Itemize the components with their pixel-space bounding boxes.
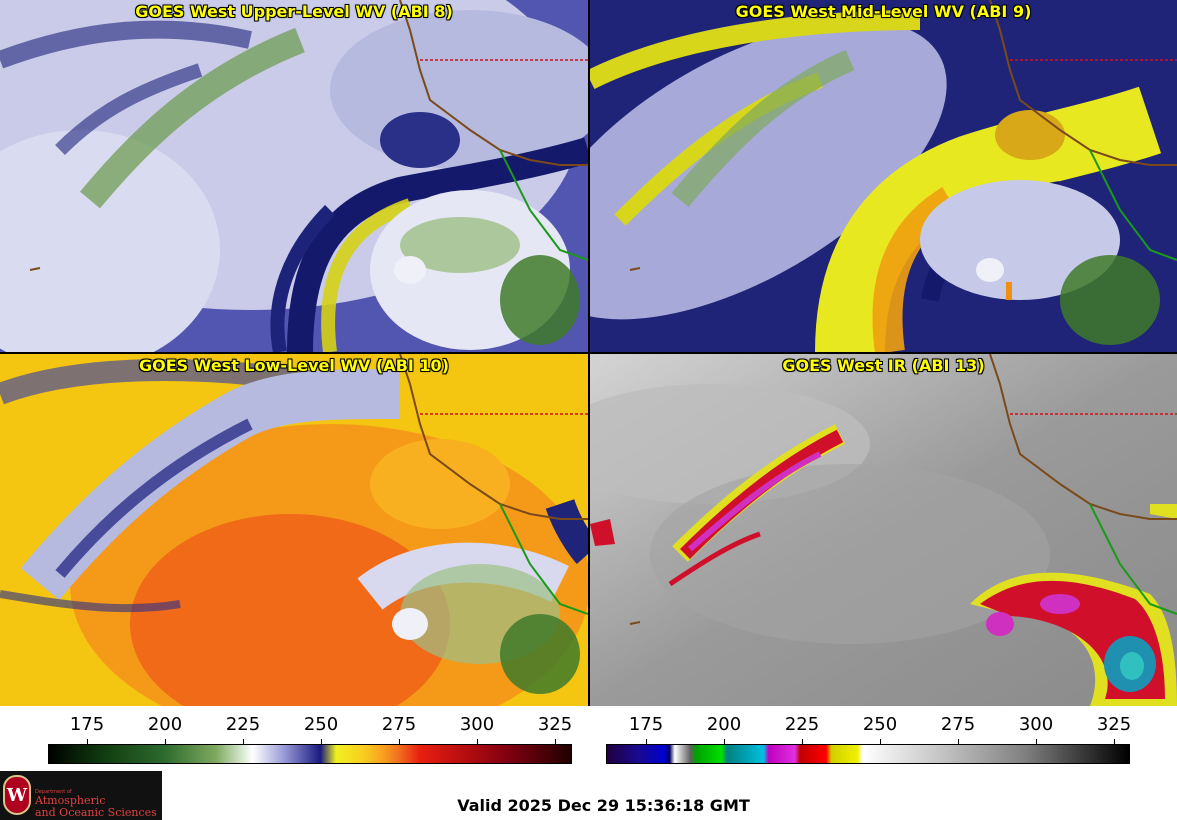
mid-level-wv-title: GOES West Mid-Level WV (ABI 9): [735, 2, 1032, 21]
wv-tick-label: 200: [147, 714, 183, 735]
logo-department: Department of: [35, 789, 72, 795]
wv-colorbar: [48, 744, 572, 764]
wv-tick-mark: [243, 739, 244, 745]
ir-tick-mark: [802, 739, 803, 745]
ir-title: GOES West IR (ABI 13): [782, 356, 985, 375]
low-level-wv-panel: GOES West Low-Level WV (ABI 10): [0, 354, 588, 706]
ir-tick-mark: [880, 739, 881, 745]
mid-level-wv-image: [590, 0, 1177, 352]
wv-tick-label: 300: [459, 714, 495, 735]
ir-tick-label: 300: [1018, 714, 1054, 735]
wv-tick-label: 175: [69, 714, 105, 735]
upper-level-wv-panel: GOES West Upper-Level WV (ABI 8): [0, 0, 588, 352]
ir-tick-label: 200: [706, 714, 742, 735]
ir-tick-mark: [1036, 739, 1037, 745]
ir-tick-label: 175: [628, 714, 664, 735]
panel-divider-horizontal: [0, 352, 1177, 354]
ir-tick-label: 250: [862, 714, 898, 735]
wv-tick-mark: [165, 739, 166, 745]
wv-tick-mark: [555, 739, 556, 745]
ir-tick-mark: [1114, 739, 1115, 745]
ir-tick-mark: [646, 739, 647, 745]
logo-line1: Atmospheric: [35, 794, 106, 807]
ir-tick-label: 275: [940, 714, 976, 735]
low-level-wv-image: [0, 354, 588, 706]
ir-tick-label: 225: [784, 714, 820, 735]
ir-colorbar-tick-labels: 175 200 225 250 275 300 325: [606, 714, 1132, 738]
wv-tick-label: 325: [537, 714, 573, 735]
valid-time: Valid 2025 Dec 29 15:36:18 GMT: [457, 796, 750, 815]
upper-level-wv-title: GOES West Upper-Level WV (ABI 8): [135, 2, 453, 21]
uw-seal-icon: W: [3, 775, 31, 815]
ir-panel: GOES West IR (ABI 13): [590, 354, 1177, 706]
ir-tick-label: 325: [1096, 714, 1132, 735]
wv-colorbar-tick-labels: 175 200 225 250 275 300 325: [48, 714, 572, 738]
wv-tick-label: 225: [225, 714, 261, 735]
wv-tick-mark: [399, 739, 400, 745]
wv-colorbar-ticks: [48, 739, 572, 755]
ir-colorbar-ticks: [606, 739, 1130, 755]
wv-tick-mark: [321, 739, 322, 745]
wv-tick-mark: [87, 739, 88, 745]
wv-tick-label: 250: [303, 714, 339, 735]
ir-tick-mark: [958, 739, 959, 745]
ir-tick-mark: [724, 739, 725, 745]
upper-level-wv-image: [0, 0, 588, 352]
wv-tick-mark: [477, 739, 478, 745]
logo-line2: and Oceanic Sciences: [35, 806, 157, 819]
mid-level-wv-panel: GOES West Mid-Level WV (ABI 9): [590, 0, 1177, 352]
wv-tick-label: 275: [381, 714, 417, 735]
ir-image: [590, 354, 1177, 706]
ir-colorbar: [606, 744, 1130, 764]
low-level-wv-title: GOES West Low-Level WV (ABI 10): [138, 356, 449, 375]
aos-logo: W Department of Atmospheric and Oceanic …: [0, 771, 162, 820]
